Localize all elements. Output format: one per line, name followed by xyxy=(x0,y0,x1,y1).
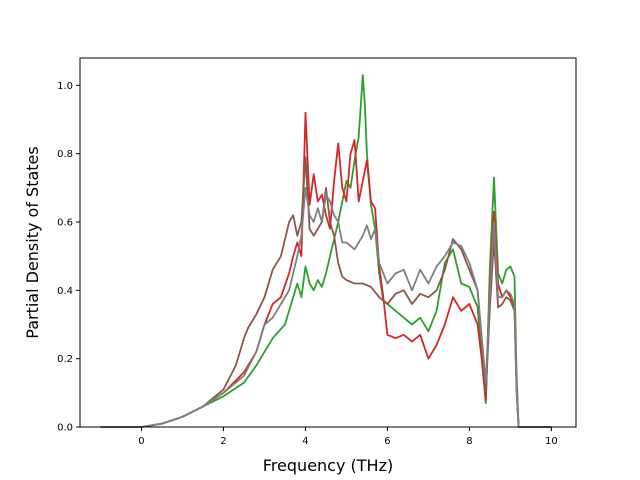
y-tick-label: 0.6 xyxy=(57,218,73,229)
x-tick-label: 10 xyxy=(545,436,558,447)
series-lines xyxy=(100,74,552,428)
y-axis-label: Partial Density of States xyxy=(23,146,42,338)
y-tick-label: 0.4 xyxy=(57,286,73,297)
x-tick-label: 2 xyxy=(220,436,226,447)
x-tick-label: 6 xyxy=(384,436,390,447)
x-tick-label: 8 xyxy=(466,436,472,447)
y-tick-label: 1.0 xyxy=(57,81,73,92)
y-tick-label: 0.2 xyxy=(57,354,73,365)
y-axis-ticks: 0.0 0.2 0.4 0.6 0.8 1.0 xyxy=(57,81,80,434)
x-tick-label: 4 xyxy=(302,436,308,447)
x-tick-label: 0 xyxy=(138,436,144,447)
x-axis-ticks: 0 2 4 6 8 10 xyxy=(138,427,558,447)
axes-frame xyxy=(79,57,577,428)
x-axis-label: Frequency (THz) xyxy=(263,456,393,475)
y-tick-label: 0.0 xyxy=(57,423,73,434)
y-tick-label: 0.8 xyxy=(57,149,73,160)
series-line-4 xyxy=(100,186,552,428)
